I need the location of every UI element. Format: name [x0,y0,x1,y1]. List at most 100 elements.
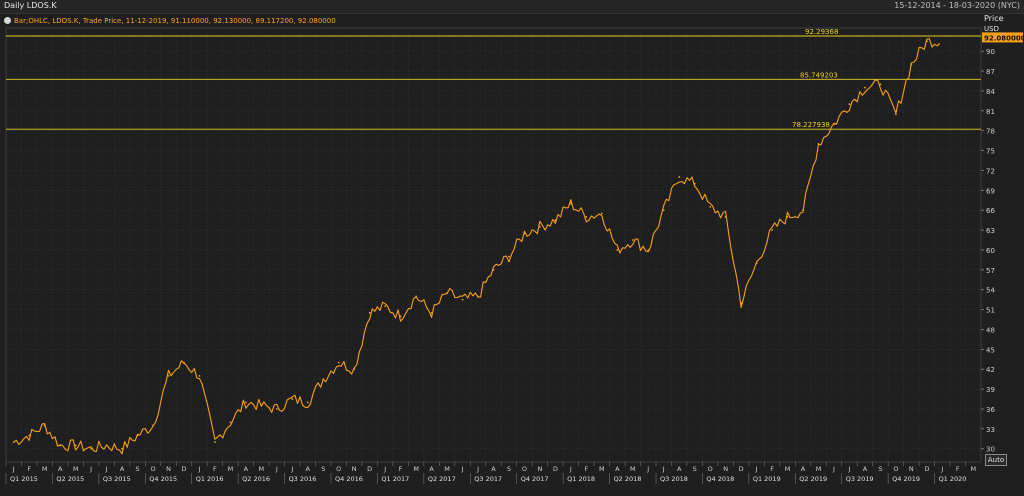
price-point [879,83,882,86]
price-point [554,219,557,222]
x-month-label: J [461,465,464,473]
y-axis: 30 33 36 39 42 45 48 51 54 57 60 63 66 69 72 75 78 81 84 87… [981,32,1024,454]
price-point [244,401,247,404]
price-point [260,404,263,407]
price-point [864,86,866,89]
x-month-label: A [120,465,125,473]
price-point [198,374,201,377]
price-point [600,212,603,215]
price-point [461,298,464,301]
x-quarter-label: Q3 2015 [103,475,131,483]
y-axis-currency: USD [984,25,999,33]
current-price-box [982,32,1023,43]
y-tick-label: 90 [986,48,995,56]
x-quarter-label: Q1 2015 [10,475,38,483]
price-point [12,441,15,444]
y-tick-label: 63 [986,227,995,235]
price-point [662,209,665,212]
x-month-label: S [693,465,697,473]
x-quarter-label: Q1 2016 [196,475,224,483]
price-point [275,408,278,410]
price-point [28,434,31,437]
x-month-label: J [755,465,758,473]
y-tick-label: 39 [986,386,995,394]
price-point [740,302,743,304]
y-tick-label: 51 [986,307,995,315]
horizontal-line-label: 78.227938 [792,121,830,129]
price-point [616,249,619,251]
price-point [152,424,154,427]
price-point [446,292,448,294]
y-tick-label: 81 [986,108,995,116]
price-point [121,447,123,450]
x-month-label: J [940,465,943,473]
x-quarter-label: Q1 2020 [939,475,967,483]
x-month-label: D [739,465,744,473]
date-range: 15-12-2014 - 18-03-2020 (NYC) [894,1,1020,10]
x-quarter-label: Q4 2018 [706,475,734,483]
price-point [647,249,650,251]
price-point [399,315,402,318]
x-month-label: D [553,465,558,473]
x-quarter-label: Q2 2018 [614,475,642,483]
x-quarter-label: Q2 2015 [56,475,84,483]
x-month-label: S [878,465,882,473]
x-month-label: S [321,465,325,473]
x-month-label: J [646,465,649,473]
price-point [291,398,294,400]
series-marker-icon[interactable] [4,17,11,24]
price-point [368,312,371,314]
price-point [477,295,479,298]
y-tick-label: 33 [986,426,995,434]
price-point [322,378,325,381]
price-point [167,374,170,377]
legend[interactable]: Bar;OHLC, LDOS.K, Trade Price, 11-12-201… [4,15,336,26]
x-month-label: M [785,465,791,473]
x-month-label: O [708,465,713,473]
y-tick-label: 36 [986,406,995,414]
auto-scale-button[interactable]: Auto [985,454,1007,466]
x-month-label: O [893,465,898,473]
title-bar: Daily LDOS.K 15-12-2014 - 18-03-2020 (NY… [0,0,1024,14]
x-month-label: O [336,465,341,473]
price-point [585,215,588,218]
grid [5,27,982,463]
price-point [183,361,185,364]
price-point [415,295,418,298]
x-month-label: F [27,465,31,473]
x-month-label: O [522,465,527,473]
x-month-label: F [584,465,588,473]
x-quarter-label: Q1 2018 [567,475,595,483]
x-month-label: J [569,465,572,473]
x-month-label: S [135,465,139,473]
price-point [693,182,696,185]
price-point [755,262,758,265]
x-month-label: J [662,465,665,473]
price-point [802,209,804,212]
price-point [817,143,820,145]
x-month-label: M [73,465,79,473]
x-month-label: N [723,465,728,473]
x-month-label: A [863,465,868,473]
x-month-label: M [599,465,605,473]
x-month-label: D [181,465,186,473]
x-quarter-label: Q3 2019 [846,475,874,483]
x-month-label: N [537,465,542,473]
x-month-label: J [275,465,278,473]
x-month-label: N [166,465,171,473]
x-month-label: M [630,465,636,473]
x-quarter-label: Q3 2018 [660,475,688,483]
price-point [925,40,928,43]
price-series [12,38,941,455]
x-month-label: F [399,465,403,473]
price-line [13,38,941,455]
y-axis-title: Price [984,14,1004,23]
y-tick-label: 54 [986,287,995,295]
x-month-label: F [213,465,217,473]
x-month-label: A [429,465,434,473]
price-point [724,215,727,218]
x-month-label: M [970,465,976,473]
x-quarter-label: Q3 2017 [474,475,502,483]
legend-text: Bar;OHLC, LDOS.K, Trade Price, 11-12-201… [14,16,336,25]
